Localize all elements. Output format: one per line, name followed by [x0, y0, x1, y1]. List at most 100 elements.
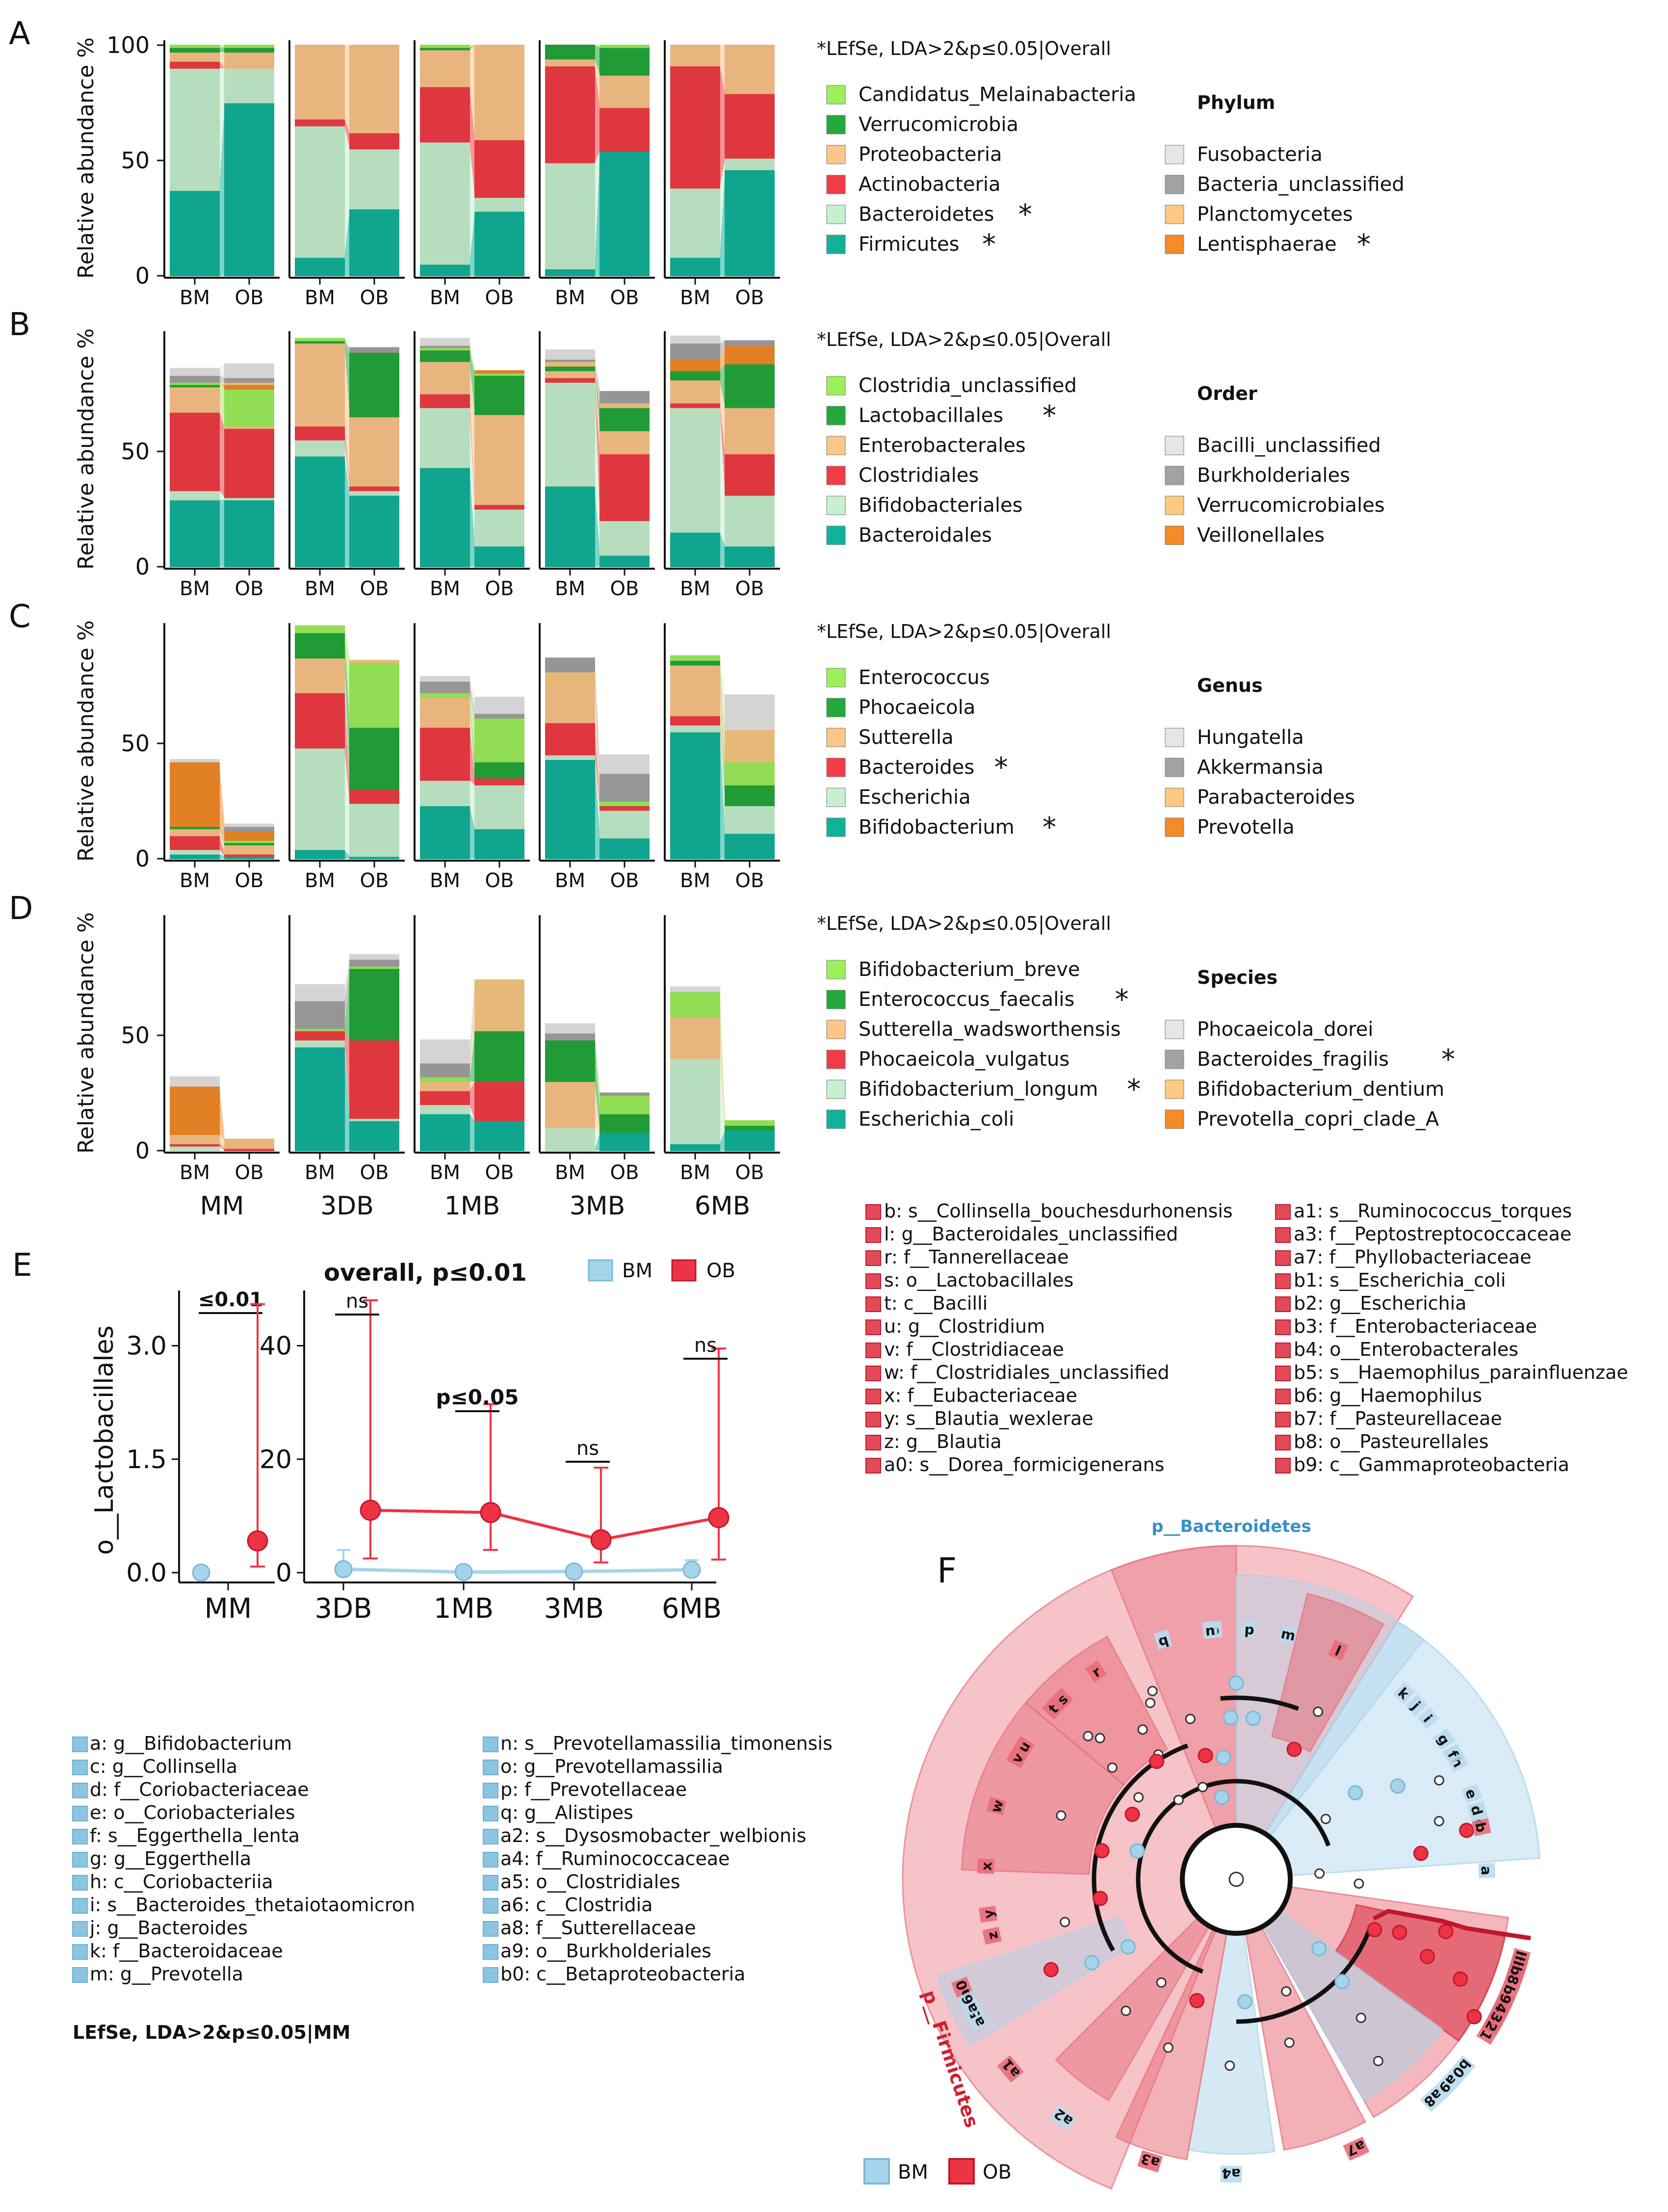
- legend-swatch: [826, 115, 846, 134]
- bar-segment-escherichia: [725, 805, 775, 834]
- bar-segment-clostridiales: [725, 453, 775, 496]
- legend-entry: Sutterella_wadsworthensis: [859, 1018, 1121, 1041]
- legend-entry: BM: [898, 2161, 928, 2184]
- tree-node: [1137, 1724, 1148, 1735]
- bar-segment-bacteroides_fragilis: [545, 1032, 595, 1041]
- clade-entry: a4: f__Ruminococcaceae: [500, 1848, 730, 1870]
- sector-label: z: [984, 1930, 1002, 1941]
- clade-entry: y: s__Blautia_wexlerae: [884, 1408, 1094, 1429]
- clade-swatch: [865, 1250, 881, 1266]
- clade-swatch: [865, 1458, 881, 1474]
- bar-segment-escherichia_coli: [349, 1120, 399, 1151]
- flow-connector: [595, 151, 600, 269]
- bar-segment-phocaeicola: [474, 761, 524, 779]
- bar-segment-clostridiales: [224, 428, 274, 498]
- flow-connector: [720, 345, 725, 371]
- clade-swatch: [72, 1875, 88, 1891]
- ob-point: [247, 1530, 268, 1552]
- bar-segment-lactobacillales: [725, 363, 775, 408]
- legend-entry: Escherichia_coli: [859, 1108, 1014, 1131]
- clade-swatch: [483, 1760, 498, 1775]
- tree-node: [1083, 1731, 1094, 1741]
- flow-connector: [469, 338, 475, 371]
- sector-label: m: [1279, 1625, 1297, 1644]
- bar-segment-bifidobacterium: [170, 853, 220, 859]
- significance-star: *: [982, 229, 996, 261]
- flow-connector: [595, 1033, 600, 1096]
- flow-connector: [219, 382, 225, 390]
- y-axis-label: Relative abundance %: [74, 328, 99, 570]
- bar-segment-akkermansia: [474, 712, 524, 719]
- x-tick-label: BM: [555, 1161, 585, 1184]
- clade-entry: v: f__Clostridiaceae: [884, 1339, 1064, 1360]
- ob-line: [370, 1508, 719, 1542]
- clade-swatch: [1275, 1319, 1291, 1335]
- legend-swatch: [826, 145, 846, 164]
- legend-swatch: [826, 668, 846, 687]
- bar-segment-actinobacteria: [545, 65, 595, 163]
- flow-connector: [344, 626, 350, 663]
- bar-segment-verrucomicrobia: [224, 47, 274, 53]
- legend-entry: OB: [983, 2161, 1012, 2184]
- bar-segment-veillonellales: [670, 359, 720, 371]
- legend-swatch-bm: [588, 1259, 613, 1282]
- bar-segment-firmicutes: [349, 208, 399, 277]
- clade-entry: a7: f__Phyllobacteriaceae: [1294, 1246, 1532, 1268]
- legend-entry: Bifidobacteriales: [859, 494, 1022, 517]
- flow-connector: [219, 412, 225, 498]
- bm-point: [454, 1563, 473, 1581]
- bar-segment-phocaeicola: [725, 784, 775, 806]
- bar-segment-firmicutes: [545, 268, 595, 277]
- tree-node: [1334, 1974, 1350, 1989]
- x-tick-label: OB: [485, 578, 514, 600]
- clade-swatch: [483, 1806, 498, 1821]
- flow-connector: [469, 1113, 475, 1151]
- clade-swatch: [865, 1435, 881, 1450]
- bar-segment-parabacteroides: [349, 659, 399, 663]
- bar-segment-lactobacillales: [545, 366, 595, 371]
- bar-segment-bacteroides: [545, 722, 595, 756]
- flow-connector: [595, 759, 600, 859]
- flow-connector: [344, 968, 350, 1040]
- group-label: 3MB: [570, 1191, 626, 1221]
- bar-segment-hungatella: [599, 754, 650, 774]
- bar-segment-enterobacterales: [725, 407, 775, 454]
- legend-swatch: [1165, 145, 1184, 164]
- sector-label-box: [957, 1990, 982, 2018]
- legend-title: Order: [1197, 383, 1257, 404]
- legend-swatch: [1165, 466, 1184, 485]
- sector-label-box: [1405, 1694, 1428, 1716]
- sector-label: a7: [1344, 2137, 1368, 2159]
- bar-segment-actinobacteria: [670, 65, 720, 189]
- legend-entry: BM: [622, 1260, 652, 1282]
- significance-star: *: [1441, 1044, 1455, 1076]
- legend-entry: Candidatus_Melainabacteria: [859, 83, 1136, 106]
- flow-connector: [595, 685, 600, 806]
- bar-segment-firmicutes: [170, 190, 220, 276]
- tree-node: [1121, 2005, 1131, 2016]
- group-label: 6MB: [695, 1191, 751, 1221]
- flow-connector: [720, 656, 725, 730]
- legend-swatch: [1165, 788, 1184, 807]
- phylum-title: p__Bacteroidetes: [1151, 1517, 1311, 1536]
- flow-connector: [344, 1047, 350, 1151]
- bar-segment-bacteroidales: [170, 499, 220, 568]
- legend-swatch: [1165, 817, 1184, 837]
- group-label: 3DB: [320, 1191, 374, 1221]
- flow-connector: [595, 361, 600, 408]
- sector-label-box: [982, 1926, 1002, 1945]
- bar-segment-enterococcus_faecalis: [725, 1125, 775, 1131]
- panel-F-cladogram: ponmqlkjihgfedcbarstuvwxyza0a1a2a3a4a5a6…: [863, 1517, 1541, 2190]
- tree-node: [1433, 1816, 1444, 1826]
- tree-node: [1133, 1792, 1144, 1803]
- x-tick-label: OB: [610, 287, 639, 309]
- y-tick-label: 0: [135, 553, 150, 580]
- bar-segment-bifidobacterium: [725, 833, 775, 860]
- sector-label: a4: [1222, 2165, 1241, 2182]
- bar-segment-escherichia: [599, 810, 650, 839]
- lefse-note: *LEfSe, LDA>2&p≤0.05|Overall: [817, 38, 1111, 60]
- sector-clostridiales: [961, 1701, 1125, 1875]
- flow-connector: [344, 692, 350, 804]
